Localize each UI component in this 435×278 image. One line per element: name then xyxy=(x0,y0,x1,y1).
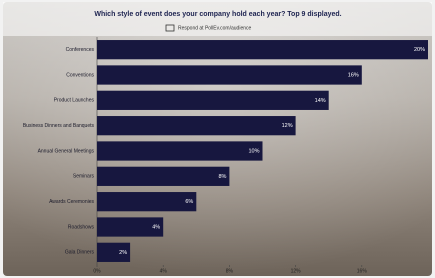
y-tick-label: Awards Ceremonies xyxy=(49,199,94,205)
value-label: 20% xyxy=(414,47,425,53)
value-label: 10% xyxy=(248,148,259,154)
y-tick-label: Roadshows xyxy=(68,224,95,230)
page: Which style of event does your company h… xyxy=(0,0,435,278)
y-tick-label: Conferences xyxy=(66,47,95,53)
y-tick-label: Business Dinners and Banquets xyxy=(23,123,95,129)
y-tick-label: Gala Dinners xyxy=(65,250,95,256)
value-label: 8% xyxy=(218,174,226,180)
value-label: 12% xyxy=(282,123,293,129)
x-tick-label: 0% xyxy=(93,268,101,274)
value-label: 16% xyxy=(348,72,359,78)
value-label: 6% xyxy=(185,199,193,205)
bar xyxy=(97,141,263,160)
x-tick-label: 4% xyxy=(160,268,168,274)
bar xyxy=(97,91,329,110)
value-label: 2% xyxy=(119,250,127,256)
chart-title: Which style of event does your company h… xyxy=(94,11,341,18)
y-tick-label: Product Launches xyxy=(54,98,95,104)
y-tick-label: Conventions xyxy=(66,72,94,78)
bar xyxy=(97,40,428,59)
x-tick-label: 16% xyxy=(357,268,368,274)
chart: Which style of event does your company h… xyxy=(0,0,435,278)
bar xyxy=(97,65,362,84)
y-tick-label: Seminars xyxy=(73,174,95,180)
x-tick-label: 8% xyxy=(226,268,234,274)
bar xyxy=(97,167,229,186)
x-tick-label: 12% xyxy=(291,268,302,274)
y-tick-label: Annual General Meetings xyxy=(38,148,95,154)
bar xyxy=(97,116,296,135)
bar xyxy=(97,192,196,211)
chart-subtitle: Respond at PollEv.com/audience xyxy=(178,25,252,31)
value-label: 14% xyxy=(315,98,326,104)
value-label: 4% xyxy=(152,224,160,230)
